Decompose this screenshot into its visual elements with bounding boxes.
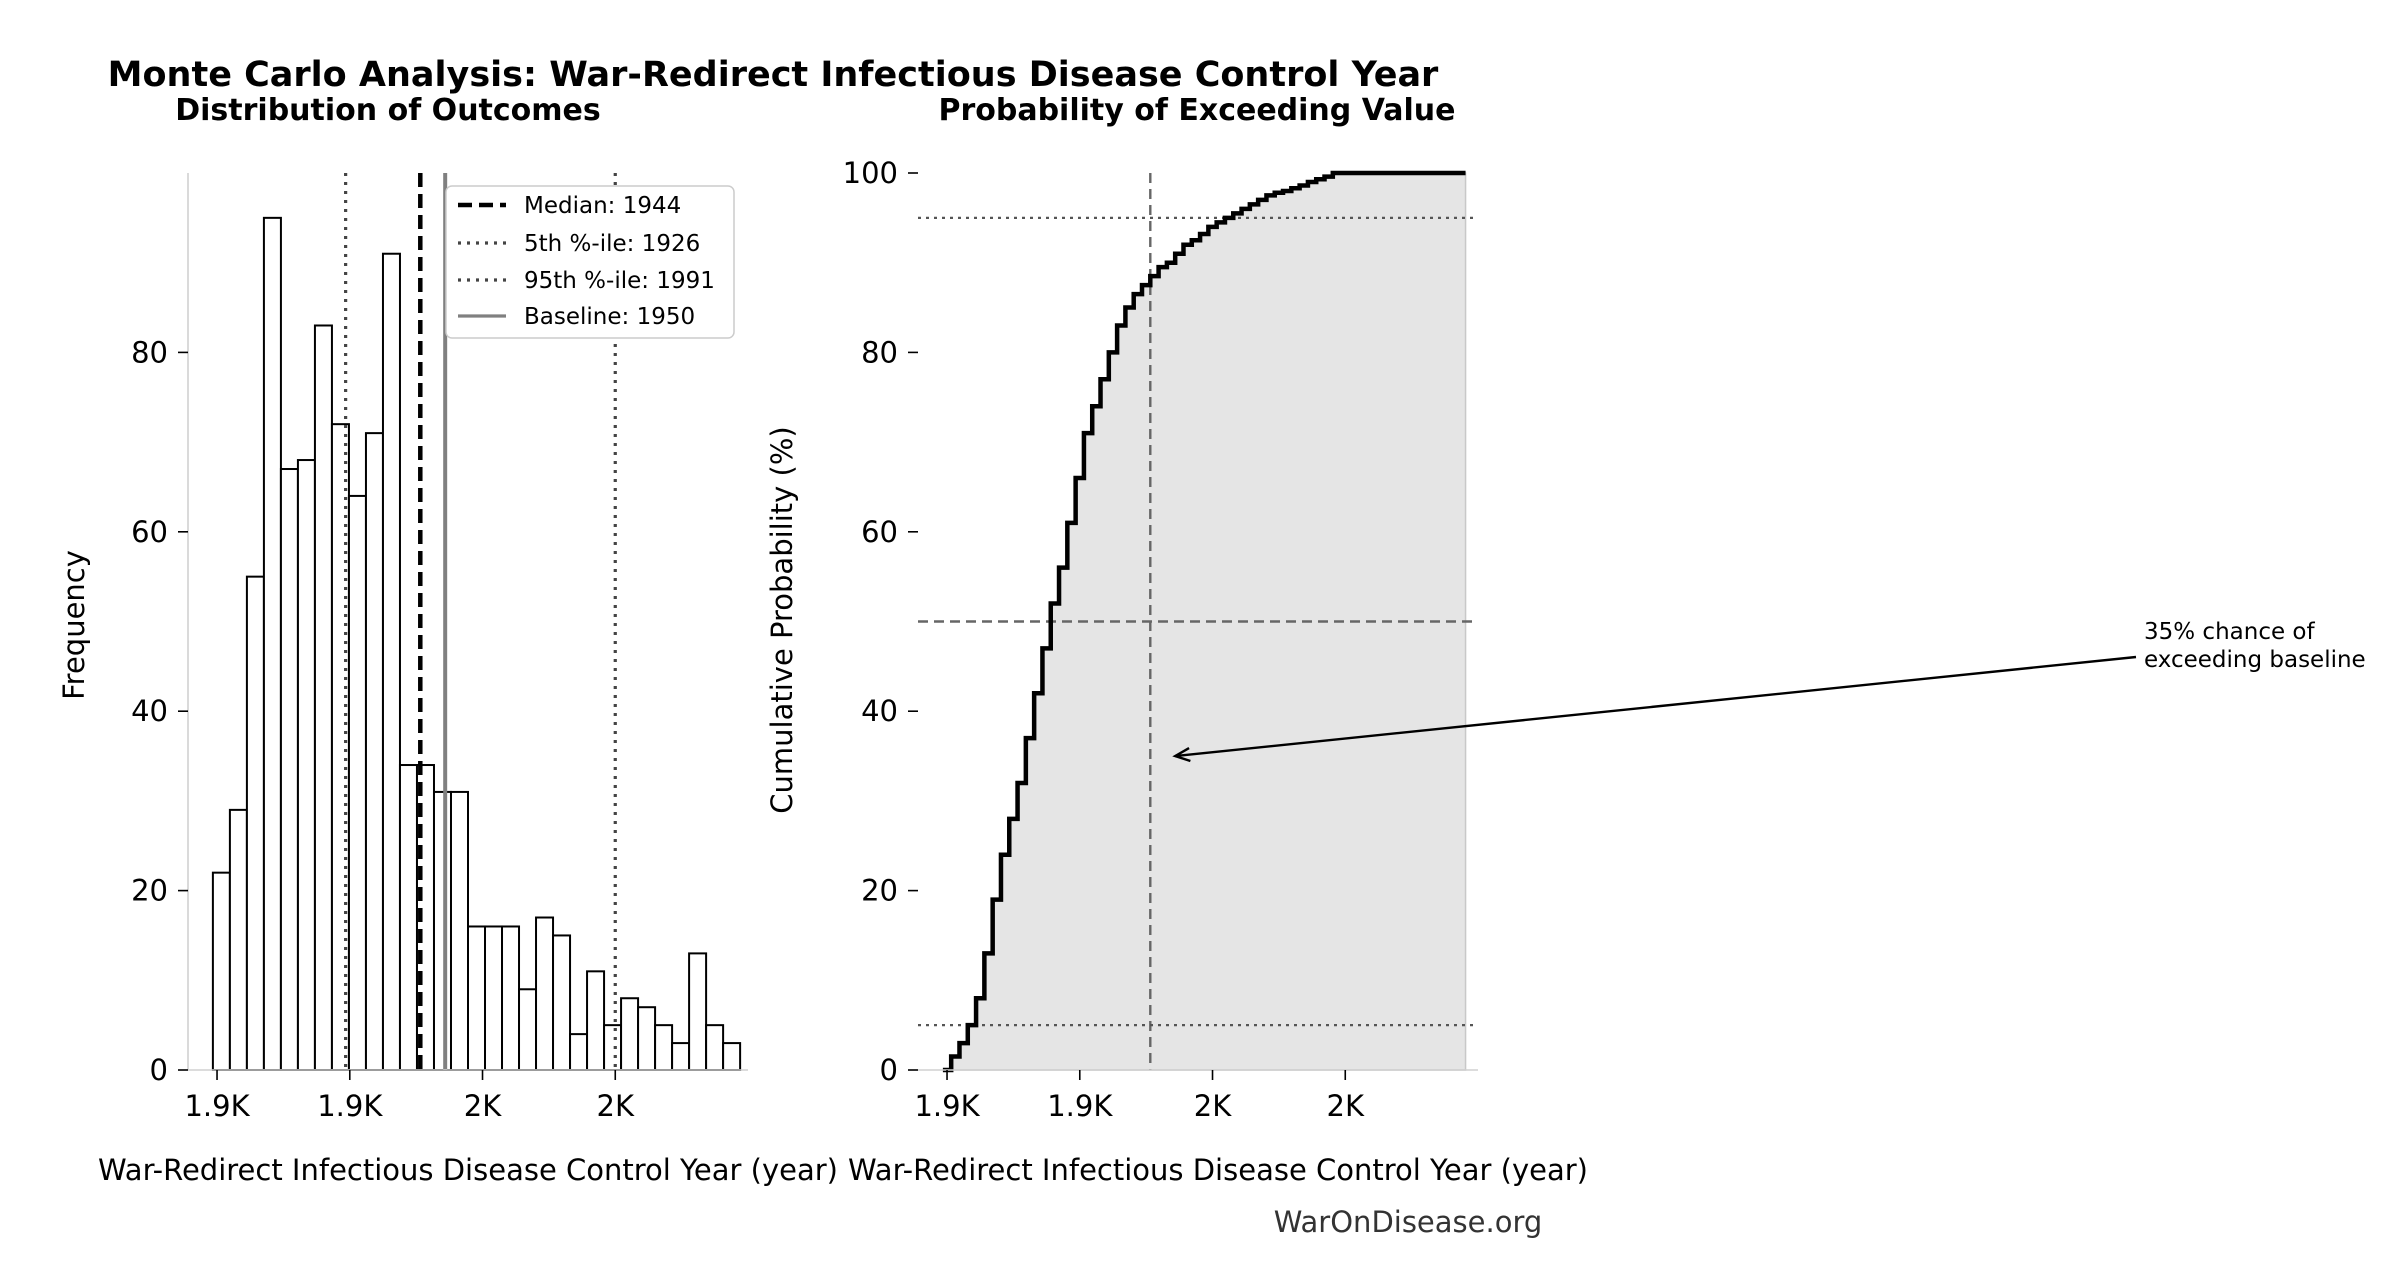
legend-median-label: Median: 1944 xyxy=(524,193,681,219)
histogram-x-ticks: 1.9K 1.9K 2K 2K xyxy=(184,1070,635,1123)
cumulative-y-tick-label: 20 xyxy=(861,874,898,908)
cumulative-y-tick-label: 40 xyxy=(861,694,898,728)
histogram-y-tick-label: 80 xyxy=(131,335,168,369)
histogram-bar xyxy=(501,925,521,1071)
histogram-bar xyxy=(586,970,606,1072)
cumulative-y-ticks: 0 20 40 60 80 100 xyxy=(843,156,918,1087)
histogram-bar xyxy=(620,997,640,1071)
histogram-bar xyxy=(398,764,418,1072)
histogram-x-tick-label: 2K xyxy=(464,1089,502,1123)
histogram-bar xyxy=(330,423,350,1072)
legend-baseline-label: Baseline: 1950 xyxy=(524,304,695,330)
histogram-bar xyxy=(705,1024,725,1072)
cumulative-y-tick-label: 0 xyxy=(880,1053,898,1087)
histogram-bar xyxy=(279,468,299,1071)
histogram-x-tick-label: 1.9K xyxy=(184,1089,250,1123)
histogram-bar xyxy=(552,934,572,1072)
annotation-line-2: exceeding baseline xyxy=(2144,647,2366,673)
legend-p5-label: 5th %-ile: 1926 xyxy=(524,231,700,257)
histogram-y-ticks: 0 20 40 60 80 xyxy=(131,335,188,1087)
annotation-arrow-head xyxy=(1172,747,1191,763)
cumulative-x-tick-label: 1.9K xyxy=(914,1089,980,1123)
histogram-y-label: Frequency xyxy=(57,550,91,700)
histogram-bar xyxy=(535,916,555,1072)
histogram-bar xyxy=(313,324,333,1071)
histogram-bar xyxy=(296,459,316,1072)
histogram-bar xyxy=(722,1042,742,1071)
histogram-reference-lines xyxy=(344,173,617,1070)
histogram-bar xyxy=(518,988,538,1072)
cumulative-panel: Probability of Exceeding Value 0 20 40 60 80… xyxy=(765,93,2366,1187)
histogram-bar xyxy=(347,494,367,1072)
annotation-line-1: 35% chance of xyxy=(2144,619,2316,645)
cumulative-x-ticks: 1.9K 1.9K 2K 2K xyxy=(914,1070,1365,1123)
cumulative-y-tick-label: 60 xyxy=(861,515,898,549)
histogram-bar xyxy=(262,216,282,1072)
histogram-bar xyxy=(228,808,248,1071)
cumulative-reference-lines xyxy=(918,173,1478,1070)
histogram-bar xyxy=(654,1024,674,1072)
histogram-bar xyxy=(671,1042,691,1071)
histogram-bar xyxy=(467,925,487,1071)
histogram-bar xyxy=(569,1033,589,1071)
histogram-bar xyxy=(364,432,384,1071)
histogram-bar xyxy=(637,1006,657,1072)
histogram-y-tick-label: 20 xyxy=(131,874,168,908)
histogram-x-tick-label: 2K xyxy=(597,1089,635,1123)
histogram-legend: Median: 1944 5th %-ile: 1926 95th %-ile:… xyxy=(445,185,735,339)
legend-frame xyxy=(445,185,735,339)
histogram-y-tick-label: 40 xyxy=(131,694,168,728)
histogram-bar xyxy=(603,1024,623,1072)
cumulative-x-tick-label: 1.9K xyxy=(1047,1089,1113,1123)
cumulative-y-tick-label: 100 xyxy=(843,156,898,190)
cumulative-title: Probability of Exceeding Value xyxy=(938,93,1455,128)
histogram-bar xyxy=(432,790,452,1071)
cumulative-y-tick-label: 80 xyxy=(861,335,898,369)
histogram-x-tick-label: 1.9K xyxy=(317,1089,383,1123)
histogram-y-tick-label: 0 xyxy=(150,1053,168,1087)
figure-title: Monte Carlo Analysis: War-Redirect Infec… xyxy=(108,55,1439,95)
annotation: 35% chance of exceeding baseline xyxy=(1172,619,2366,763)
cumulative-x-tick-label: 2K xyxy=(1194,1089,1232,1123)
annotation-arrow-line xyxy=(1175,655,2137,758)
histogram-y-tick-label: 60 xyxy=(131,515,168,549)
legend-p95-label: 95th %-ile: 1991 xyxy=(524,268,715,294)
histogram-bar xyxy=(688,952,708,1072)
histogram-bar xyxy=(449,790,469,1071)
cumulative-x-label: War-Redirect Infectious Disease Control … xyxy=(848,1153,1588,1187)
histogram-bar xyxy=(211,871,231,1071)
histogram-bar xyxy=(245,575,265,1072)
cumulative-curve xyxy=(942,170,1466,1073)
footer-credit: WarOnDisease.org xyxy=(1274,1205,1543,1239)
histogram-title: Distribution of Outcomes xyxy=(175,93,601,128)
histogram-x-label: War-Redirect Infectious Disease Control … xyxy=(98,1153,838,1187)
histogram-bar xyxy=(381,252,401,1072)
cumulative-x-tick-label: 2K xyxy=(1327,1089,1365,1123)
histogram-bar xyxy=(484,925,504,1071)
cumulative-y-label: Cumulative Probability (%) xyxy=(765,426,799,813)
